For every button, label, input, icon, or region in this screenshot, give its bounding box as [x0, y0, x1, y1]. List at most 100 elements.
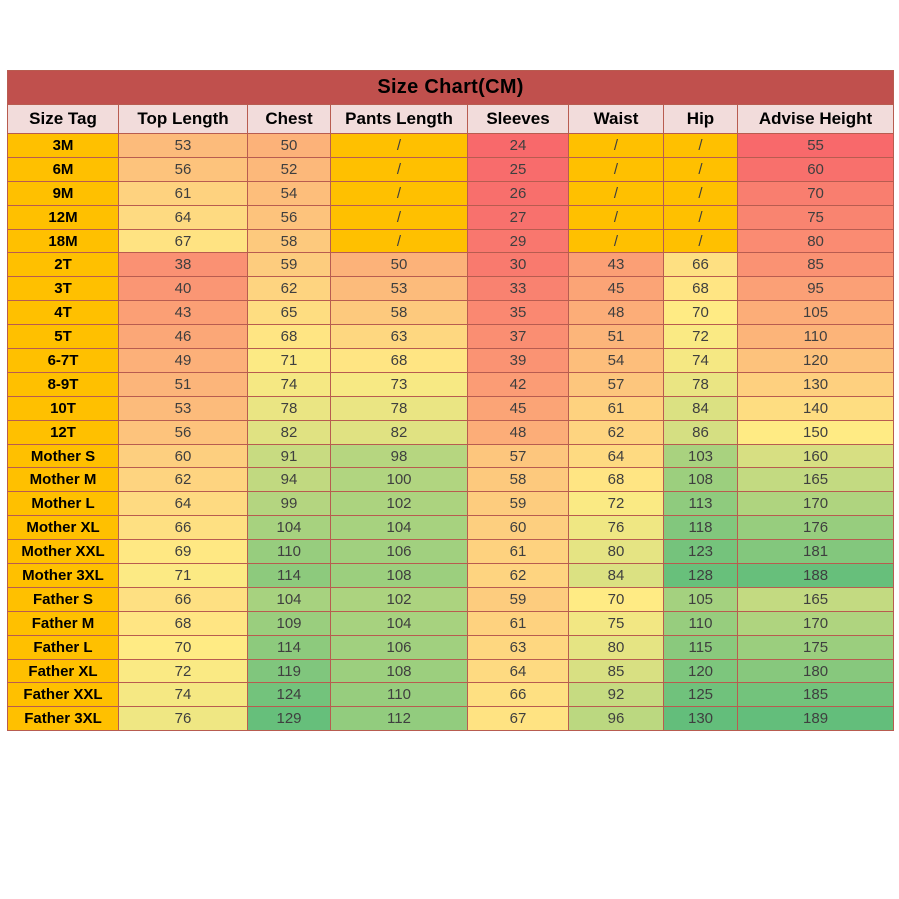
column-header: Size Tag — [7, 104, 119, 134]
value-cell: 84 — [663, 395, 738, 421]
value-cell: 50 — [330, 252, 468, 278]
value-cell: 99 — [247, 491, 331, 517]
value-cell: / — [568, 180, 664, 206]
value-cell: 55 — [736, 133, 895, 158]
value-cell: 109 — [247, 610, 331, 636]
value-cell: 64 — [118, 491, 248, 517]
table-row: Father S 66 104 102 59 70 105 165 — [7, 586, 895, 612]
value-cell: 69 — [118, 539, 248, 565]
value-cell: 110 — [736, 324, 895, 350]
value-cell: 54 — [568, 348, 664, 373]
value-cell: 26 — [467, 180, 569, 206]
value-cell: 78 — [247, 395, 331, 421]
column-header: Top Length — [118, 104, 248, 134]
value-cell: 104 — [247, 515, 331, 541]
table-row: Father L 70 114 106 63 80 115 175 — [7, 634, 895, 660]
value-cell: 64 — [467, 658, 569, 684]
size-chart-table: Size Chart(CM) Size Tag Top Length Chest Pa… — [6, 70, 895, 732]
value-cell: 68 — [330, 348, 468, 373]
value-cell: 130 — [736, 371, 895, 397]
value-cell: 102 — [330, 491, 468, 517]
value-cell: 39 — [467, 348, 569, 373]
value-cell: 66 — [663, 252, 738, 278]
table-row: 2T 38 59 50 30 43 66 85 — [7, 252, 895, 278]
value-cell: 95 — [736, 276, 895, 302]
value-cell: 57 — [568, 371, 664, 397]
value-cell: 110 — [247, 539, 331, 565]
value-cell: 71 — [247, 348, 331, 373]
value-cell: 35 — [467, 300, 569, 326]
value-cell: 188 — [736, 563, 895, 588]
value-cell: 46 — [118, 324, 248, 350]
value-cell: / — [663, 204, 738, 230]
size-tag-cell: 6-7T — [7, 348, 119, 373]
value-cell: 38 — [118, 252, 248, 278]
value-cell: 80 — [568, 634, 664, 660]
value-cell: 80 — [736, 228, 895, 254]
size-chart: Size Chart(CM) Size Tag Top Length Chest Pa… — [6, 70, 895, 732]
size-tag-cell: Father 3XL — [7, 706, 119, 732]
value-cell: 110 — [330, 682, 468, 708]
value-cell: 53 — [118, 133, 248, 158]
value-cell: 60 — [467, 515, 569, 541]
value-cell: 37 — [467, 324, 569, 350]
title-row: Size Chart(CM) — [6, 70, 895, 105]
value-cell: / — [330, 133, 468, 158]
value-cell: 80 — [568, 539, 664, 565]
size-tag-cell: 6M — [7, 156, 119, 182]
value-cell: 64 — [568, 443, 664, 469]
value-cell: 62 — [118, 467, 248, 493]
value-cell: 67 — [118, 228, 248, 254]
value-cell: 102 — [330, 586, 468, 612]
value-cell: 61 — [467, 610, 569, 636]
value-cell: 58 — [247, 228, 331, 254]
value-cell: 72 — [663, 324, 738, 350]
value-cell: 70 — [568, 586, 664, 612]
value-cell: 33 — [467, 276, 569, 302]
size-tag-cell: 2T — [7, 252, 119, 278]
value-cell: 106 — [330, 539, 468, 565]
value-cell: / — [663, 180, 738, 206]
value-cell: 57 — [467, 443, 569, 469]
value-cell: 61 — [568, 395, 664, 421]
value-cell: 59 — [247, 252, 331, 278]
value-cell: 73 — [330, 371, 468, 397]
table-row: 8-9T 51 74 73 42 57 78 130 — [7, 371, 895, 397]
size-tag-cell: 3M — [7, 133, 119, 158]
value-cell: / — [663, 156, 738, 182]
table-row: 10T 53 78 78 45 61 84 140 — [7, 395, 895, 421]
size-tag-cell: 4T — [7, 300, 119, 326]
value-cell: 67 — [467, 706, 569, 732]
value-cell: / — [568, 228, 664, 254]
value-cell: 96 — [568, 706, 664, 732]
value-cell: 52 — [247, 156, 331, 182]
size-tag-cell: Father S — [7, 586, 119, 612]
value-cell: 50 — [247, 133, 331, 158]
value-cell: 48 — [467, 419, 569, 445]
value-cell: 104 — [247, 586, 331, 612]
value-cell: 72 — [118, 658, 248, 684]
column-header: Waist — [568, 104, 664, 134]
value-cell: 165 — [736, 467, 895, 493]
table-row: Father M 68 109 104 61 75 110 170 — [7, 610, 895, 636]
value-cell: 82 — [330, 419, 468, 445]
chart-title: Size Chart(CM) — [6, 70, 895, 105]
size-tag-cell: Father XL — [7, 658, 119, 684]
value-cell: / — [330, 204, 468, 230]
value-cell: 170 — [736, 491, 895, 517]
value-cell: 61 — [118, 180, 248, 206]
value-cell: 105 — [736, 300, 895, 326]
value-cell: / — [330, 156, 468, 182]
size-tag-cell: Mother L — [7, 491, 119, 517]
value-cell: 113 — [663, 491, 738, 517]
value-cell: 78 — [663, 371, 738, 397]
size-tag-cell: 12T — [7, 419, 119, 445]
value-cell: 185 — [736, 682, 895, 708]
value-cell: 128 — [663, 563, 738, 588]
value-cell: 92 — [568, 682, 664, 708]
value-cell: 108 — [330, 658, 468, 684]
value-cell: 124 — [247, 682, 331, 708]
value-cell: 66 — [118, 515, 248, 541]
value-cell: 56 — [118, 419, 248, 445]
